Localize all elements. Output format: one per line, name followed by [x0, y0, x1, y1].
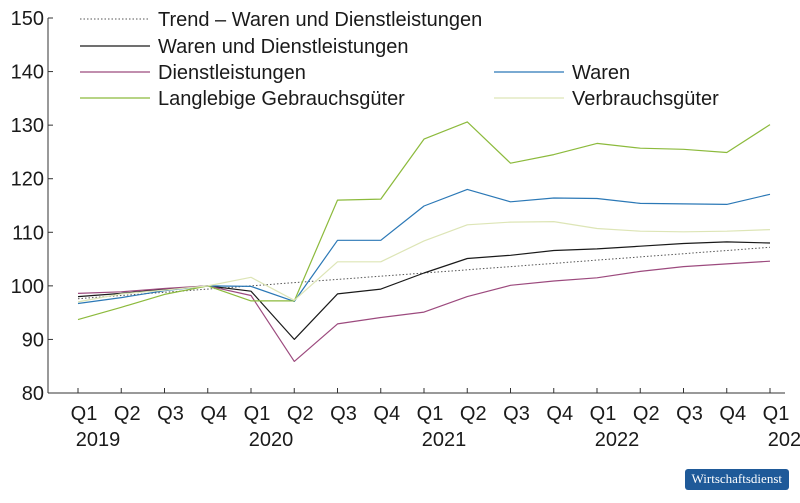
x-tick-label: Q2	[633, 403, 660, 425]
x-tick-label: Q3	[503, 403, 530, 425]
y-tick-label: 140	[11, 62, 44, 84]
x-axis: Q1 Q2 Q3 Q4 Q1 Q2 Q3 Q4 Q1 Q2 Q3 Q4 Q1 Q2 Q3 Q4 Q1 2019 20…	[48, 388, 800, 451]
legend-label: Dienstleistungen	[158, 62, 306, 84]
x-year-label: 2022	[595, 429, 640, 451]
legend-item: Waren	[494, 62, 630, 84]
x-tick-label: Q2	[287, 403, 314, 425]
x-tick-label: Q1	[417, 403, 444, 425]
legend-item: Trend – Waren und Dienstleistungen	[80, 9, 482, 31]
legend-label: Waren und Dienstleistungen	[158, 36, 409, 58]
series-line-3	[77, 188, 771, 305]
y-tick-label: 120	[11, 169, 44, 191]
legend-label: Verbrauchsgüter	[572, 88, 719, 110]
legend-item: Verbrauchsgüter	[494, 88, 719, 110]
x-tick-label: Q4	[546, 403, 573, 425]
y-tick-label: 90	[22, 329, 44, 351]
legend-label: Waren	[572, 62, 630, 84]
series-line-5	[77, 221, 771, 303]
legend-label: Langlebige Gebrauchsgüter	[158, 88, 405, 110]
legend-item: Langlebige Gebrauchsgüter	[80, 88, 405, 110]
x-year-label: 2020	[249, 429, 294, 451]
x-tick-label: Q2	[114, 403, 141, 425]
legend-item: Waren und Dienstleistungen	[80, 36, 409, 58]
x-tick-label: Q1	[763, 403, 790, 425]
y-axis: 80 90 100 110 120 130 140 150	[11, 8, 53, 405]
x-year-label: 2023	[768, 429, 800, 451]
legend-item: Dienstleistungen	[80, 62, 306, 84]
series-layer	[77, 121, 771, 362]
x-year-label: 2019	[76, 429, 121, 451]
y-tick-label: 110	[12, 222, 44, 244]
y-tick-label: 80	[22, 383, 44, 405]
x-tick-label: Q3	[676, 403, 703, 425]
x-year-label: 2021	[422, 429, 467, 451]
x-tick-label: Q3	[330, 403, 357, 425]
x-tick-label: Q4	[373, 403, 400, 425]
x-tick-label: Q1	[590, 403, 617, 425]
y-tick-label: 100	[11, 276, 44, 298]
series-line-2	[77, 260, 771, 362]
legend: Trend – Waren und Dienstleistungen Waren …	[80, 9, 719, 110]
x-tick-label: Q1	[244, 403, 271, 425]
y-tick-label: 150	[11, 8, 44, 30]
x-tick-label: Q2	[460, 403, 487, 425]
x-tick-label: Q4	[200, 403, 227, 425]
x-tick-label: Q4	[719, 403, 746, 425]
x-tick-label: Q3	[157, 403, 184, 425]
y-tick-label: 130	[11, 115, 44, 137]
publisher-badge: Wirtschaftsdienst	[684, 469, 789, 490]
legend-label: Trend – Waren und Dienstleistungen	[158, 9, 482, 31]
x-tick-label: Q1	[71, 403, 98, 425]
series-line-4	[77, 121, 771, 321]
